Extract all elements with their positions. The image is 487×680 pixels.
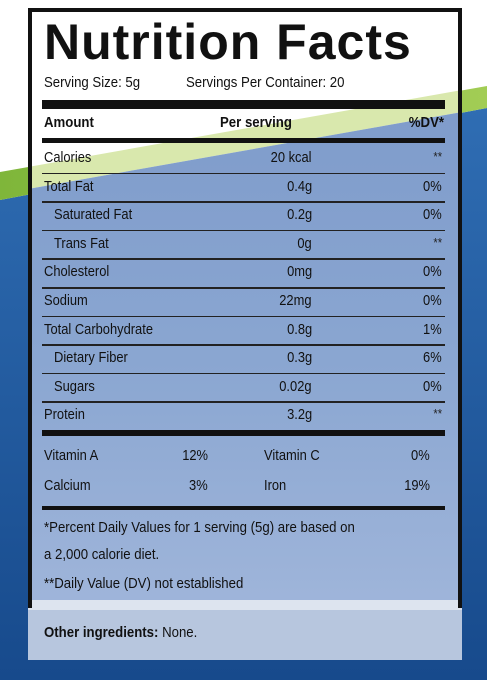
vitamin-value: 3% xyxy=(189,477,208,494)
nutrient-dv: ** xyxy=(433,149,442,164)
nutrient-name: Trans Fat xyxy=(54,234,109,252)
nutrient-row: Protein 3.2g ** xyxy=(44,403,444,429)
vitamin-value: 19% xyxy=(404,477,430,494)
footnote-line: a 2,000 calorie diet. xyxy=(44,546,444,563)
nutrient-row: Calories 20 kcal ** xyxy=(44,146,444,172)
footnote-line: **Daily Value (DV) not established xyxy=(44,575,444,592)
other-ingredients: Other ingredients: None. xyxy=(44,624,197,641)
footnote-text: a 2,000 calorie diet. xyxy=(44,546,160,563)
vitamin-name: Vitamin C xyxy=(264,447,320,464)
vitamin-name: Iron xyxy=(264,477,287,494)
vitamin-name: Vitamin A xyxy=(44,447,99,464)
nutrient-dv: 0% xyxy=(423,292,442,309)
nutrient-name: Total Carbohydrate xyxy=(44,320,154,338)
nutrient-dv: 0% xyxy=(423,263,442,281)
vitamin-row: Vitamin A 12% Vitamin C 0% xyxy=(44,444,444,470)
nutrient-amount: 0.8g xyxy=(286,320,312,338)
row-divider xyxy=(42,344,445,346)
nutrient-name: Saturated Fat xyxy=(54,206,133,224)
vitamin-name: Calcium xyxy=(44,477,91,494)
nutrient-row: Saturated Fat 0.2g 0% xyxy=(44,203,444,229)
row-divider xyxy=(42,401,445,403)
divider-footnotes xyxy=(42,506,445,510)
other-ingredients-panel: Other ingredients: None. xyxy=(28,610,462,660)
other-ingredients-value: None. xyxy=(162,624,198,641)
row-divider xyxy=(42,201,445,203)
nutrient-dv: 6% xyxy=(423,349,442,367)
nutrient-dv: 0% xyxy=(423,377,442,395)
nutrient-name: Dietary Fiber xyxy=(54,349,128,367)
row-divider xyxy=(42,229,445,232)
other-ingredients-label: Other ingredients: xyxy=(44,624,159,641)
nutrient-dv: 1% xyxy=(423,320,442,338)
nutrient-amount: 20 kcal xyxy=(271,149,312,166)
divider-thick xyxy=(42,100,445,109)
nutrient-amount: 3.2g xyxy=(286,406,312,424)
nutrient-dv: 0% xyxy=(423,206,442,224)
footnote-text: *Percent Daily Values for 1 serving (5g)… xyxy=(44,519,355,536)
nutrient-row: Total Carbohydrate 0.8g 1% xyxy=(44,318,444,344)
row-divider xyxy=(42,372,445,375)
nutrient-row: Total Fat 0.4g 0% xyxy=(44,175,444,201)
header-per-serving: Per serving xyxy=(220,114,292,131)
nutrient-name: Cholesterol xyxy=(44,263,110,281)
table-header: Amount Per serving %DV* xyxy=(44,114,444,136)
footnote-text: **Daily Value (DV) not established xyxy=(44,575,244,592)
serving-size: Serving Size: 5g xyxy=(44,74,141,91)
nutrient-name: Sugars xyxy=(54,377,95,395)
row-divider xyxy=(42,315,445,318)
nutrient-amount: 0.2g xyxy=(286,206,312,224)
row-divider xyxy=(42,258,445,260)
divider-header xyxy=(42,138,445,143)
nutrient-name: Sodium xyxy=(44,292,88,309)
vitamin-value: 12% xyxy=(182,447,208,464)
header-dv: %DV* xyxy=(408,114,444,131)
nutrient-dv: ** xyxy=(433,406,442,422)
nutrient-amount: 0.4g xyxy=(286,177,312,195)
nutrient-amount: 0.3g xyxy=(286,349,312,367)
nutrient-amount: 0g xyxy=(297,234,312,252)
nutrient-amount: 0.02g xyxy=(279,377,312,395)
nutrient-amount: 22mg xyxy=(279,292,312,309)
nutrient-amount: 0mg xyxy=(286,263,312,281)
nutrient-row: Trans Fat 0g ** xyxy=(44,232,444,258)
nutrient-name: Total Fat xyxy=(44,177,94,195)
nutrient-dv: 0% xyxy=(423,177,442,195)
servings-per-container: Servings Per Container: 20 xyxy=(186,74,345,91)
row-divider xyxy=(42,287,445,289)
nutrient-row: Sugars 0.02g 0% xyxy=(44,375,444,401)
divider-vitamins xyxy=(42,430,445,436)
nutrient-row: Sodium 22mg 0% xyxy=(44,289,444,315)
header-amount: Amount xyxy=(44,114,94,131)
nutrient-name: Protein xyxy=(44,406,85,424)
vitamin-value: 0% xyxy=(411,447,430,464)
label-title: Nutrition Facts xyxy=(44,14,412,70)
vitamin-row: Calcium 3% Iron 19% xyxy=(44,474,444,500)
footnote-line: *Percent Daily Values for 1 serving (5g)… xyxy=(44,519,444,536)
serving-info: Serving Size: 5g Servings Per Container:… xyxy=(44,74,454,91)
nutrient-row: Dietary Fiber 0.3g 6% xyxy=(44,346,444,372)
nutrient-name: Calories xyxy=(44,149,92,166)
nutrient-row: Cholesterol 0mg 0% xyxy=(44,260,444,286)
nutrient-dv: ** xyxy=(433,234,442,250)
row-divider xyxy=(42,172,445,175)
